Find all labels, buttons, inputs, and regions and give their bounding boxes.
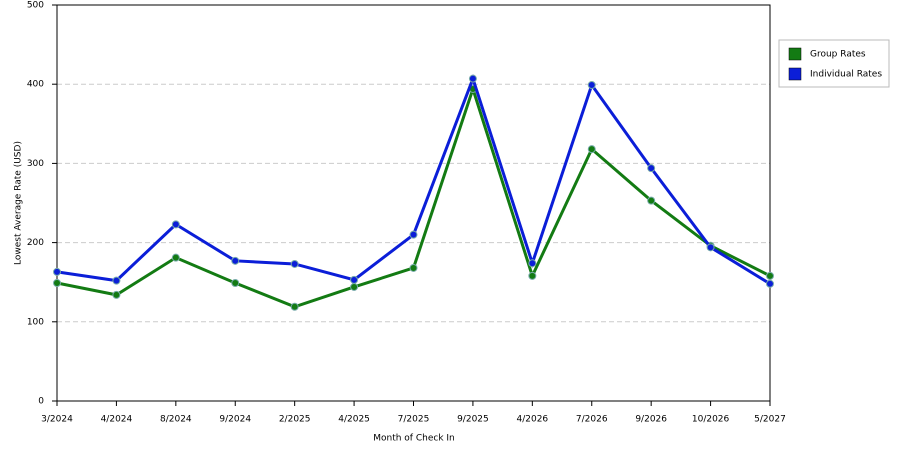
y-tick-label: 300 (27, 159, 44, 169)
data-point (706, 243, 715, 252)
data-point (647, 164, 656, 173)
y-axis-title: Lowest Average Rate (USD) (14, 141, 24, 265)
y-tick-label: 0 (38, 397, 44, 407)
data-point (647, 196, 656, 205)
data-point (766, 279, 774, 288)
x-tick-label: 4/2024 (101, 415, 133, 425)
x-tick-label: 4/2026 (516, 415, 548, 425)
data-point (528, 271, 537, 280)
data-point (290, 259, 299, 268)
data-point (468, 74, 477, 83)
x-tick-label: 10/2026 (692, 415, 730, 425)
legend-label: Group Rates (810, 50, 866, 60)
x-tick-label: 2/2025 (279, 415, 311, 425)
data-point (112, 276, 121, 285)
legend-swatch (788, 47, 802, 61)
legend-label: Individual Rates (810, 70, 882, 80)
data-point (587, 80, 596, 89)
data-point (53, 267, 61, 276)
data-point (528, 259, 537, 268)
data-point (231, 256, 240, 265)
data-point (171, 220, 180, 229)
x-axis-title: Month of Check In (373, 434, 455, 444)
x-tick-label: 8/2024 (160, 415, 192, 425)
data-point (231, 278, 240, 287)
x-tick-label: 9/2025 (457, 415, 489, 425)
data-point (290, 302, 299, 311)
x-tick-label: 5/2027 (754, 415, 786, 425)
data-point (409, 263, 418, 272)
x-tick-label: 9/2024 (219, 415, 251, 425)
x-tick-label: 4/2025 (338, 415, 370, 425)
y-tick-label: 100 (27, 317, 44, 327)
data-point (350, 275, 359, 284)
data-point (409, 230, 418, 239)
data-point (350, 282, 359, 291)
x-tick-label: 7/2026 (576, 415, 608, 425)
legend-swatch (788, 67, 802, 81)
x-tick-label: 9/2026 (635, 415, 667, 425)
data-point (171, 253, 180, 262)
y-tick-label: 500 (27, 1, 44, 11)
data-point (112, 290, 121, 299)
data-point (53, 278, 61, 287)
x-tick-label: 7/2025 (398, 415, 430, 425)
y-tick-label: 200 (27, 238, 44, 248)
x-tick-label: 3/2024 (41, 415, 73, 425)
data-point (766, 271, 774, 280)
y-tick-label: 400 (27, 80, 44, 90)
data-point (587, 145, 596, 154)
